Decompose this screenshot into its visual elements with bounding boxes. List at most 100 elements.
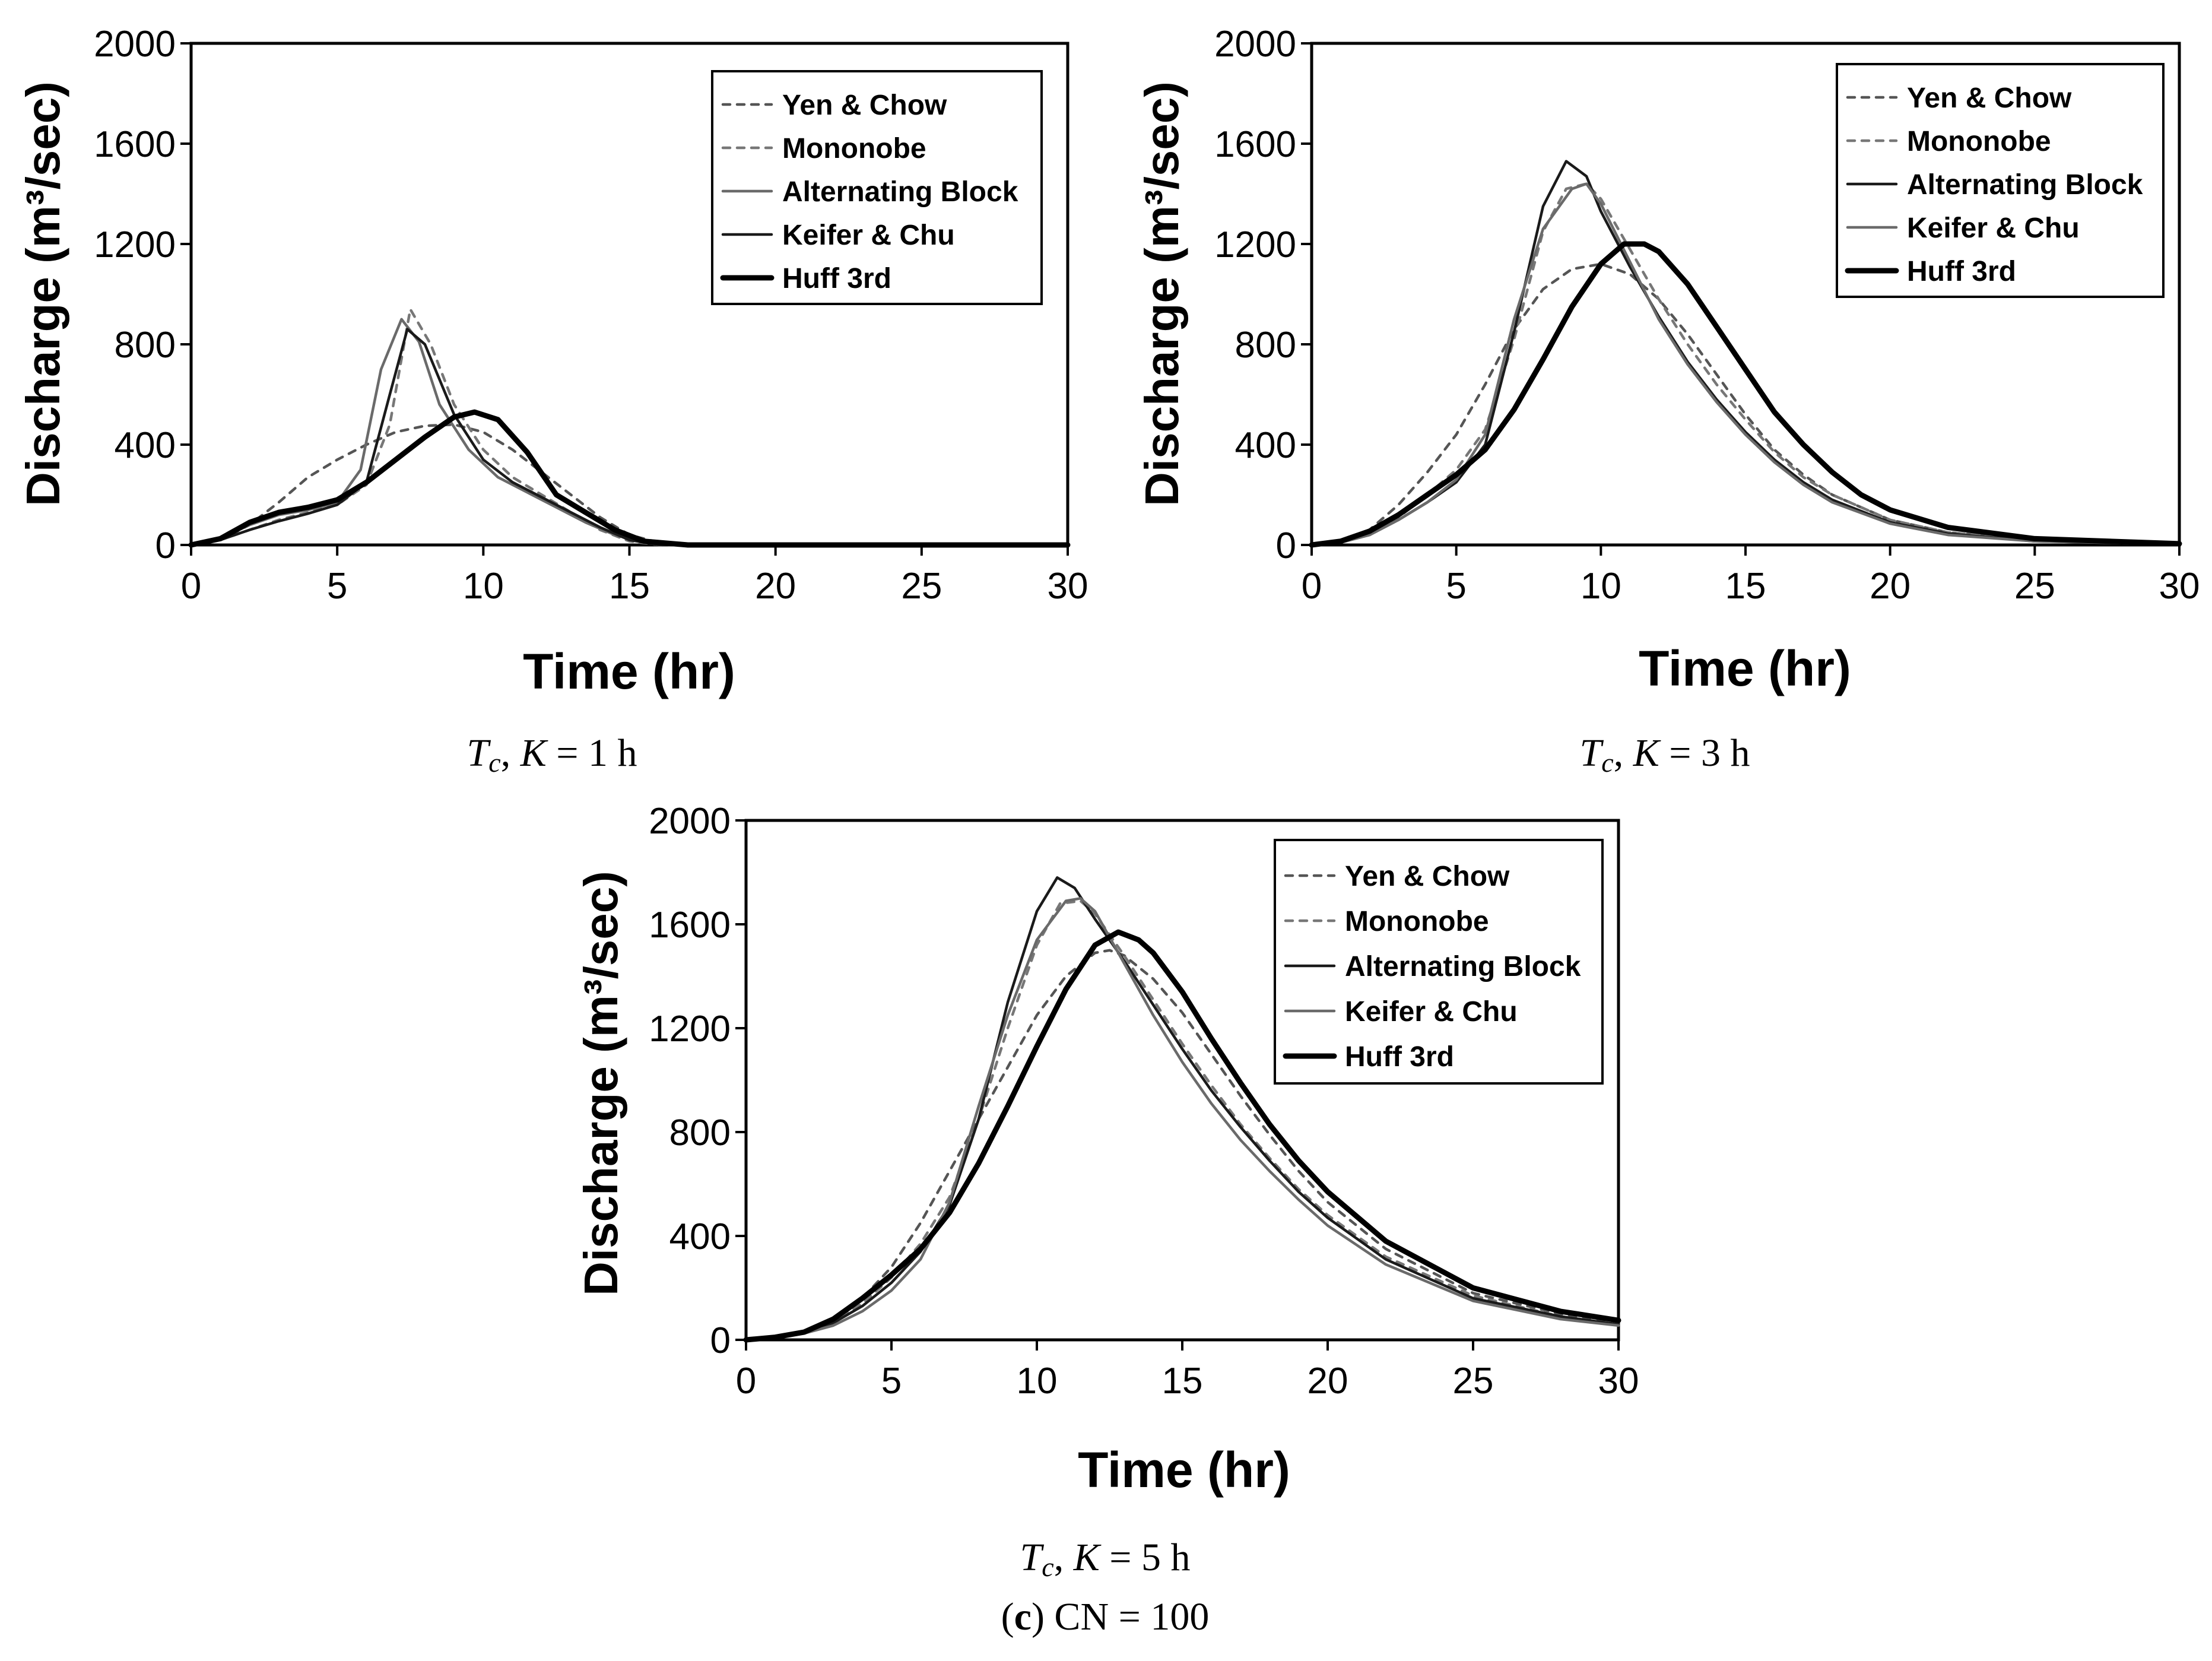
x-tick-label: 0 [736,1361,756,1402]
x-tick-label: 30 [1598,1361,1639,1402]
legend-label-keifer-chu: Keifer & Chu [782,220,955,251]
chart-panel-tc-k-1h: 0 5 10 15 20 25 30 0 400 800 1200 1600 2… [17,24,1088,778]
y-tick-label: 800 [1235,325,1296,366]
caption-value: = 5 h [1109,1536,1190,1579]
y-tick-label: 1200 [1214,224,1296,265]
y-tick-label: 0 [155,525,176,566]
panel-caption: Tc, K = 5 h [1020,1536,1191,1582]
x-tick-label: 25 [1453,1361,1494,1402]
legend-label-yen-chow: Yen & Chow [1907,83,2072,114]
x-tick-label: 5 [327,566,347,607]
y-axis-title: Discharge (m³/sec) [17,81,69,506]
legend-label-alternating-block: Alternating Block [1907,169,2143,201]
panel-caption: Tc, K = 3 h [1580,731,1750,778]
caption-value: = 1 h [556,731,637,775]
series-lines [1309,160,2182,548]
caption-subscript: c [1601,747,1613,778]
legend-label-keifer-chu: Keifer & Chu [1907,213,2080,244]
y-tick-label: 1600 [94,124,176,165]
legend: Yen & Chow Mononobe Alternating Block Ke… [711,70,1043,305]
x-axis-title: Time (hr) [1639,641,1851,696]
x-tick-label: 20 [1307,1361,1348,1402]
y-tick-label: 800 [115,325,176,366]
caption-var-t: T [467,731,491,775]
x-axis-title: Time (hr) [523,644,735,699]
series-line-yen-chow [189,423,1069,547]
legend-label-mononobe: Mononobe [782,133,926,164]
y-tick-label: 800 [669,1112,731,1153]
legend-label-huff-3rd: Huff 3rd [782,263,891,294]
figure-caption-text: CN = 100 [1054,1595,1209,1638]
figure-caption: (c) CN = 100 [1001,1595,1210,1638]
series-lines [188,308,1071,548]
series-line-mononobe [1310,182,2181,547]
series-line-keifer-chu [1310,182,2181,547]
y-tick-label: 400 [1235,425,1296,466]
axis-ticks [735,819,1620,1351]
x-tick-label: 15 [1725,566,1766,607]
legend-label-alternating-block: Alternating Block [782,176,1018,208]
series-line-mononobe [744,899,1620,1342]
x-tick-label: 5 [1446,566,1466,607]
y-tick-label: 1200 [649,1009,731,1050]
y-tick-label: 1200 [94,224,176,265]
legend-label-huff-3rd: Huff 3rd [1907,256,2016,287]
caption-subscript: c [488,747,500,778]
x-tick-labels: 0 5 10 15 20 25 30 [181,566,1088,607]
y-tick-label: 0 [710,1320,731,1361]
x-tick-label: 10 [1017,1361,1058,1402]
x-tick-label: 25 [901,566,942,607]
legend-label-mononobe: Mononobe [1907,126,2051,157]
figure-caption-label: c [1014,1595,1032,1638]
caption-value: = 3 h [1669,731,1750,775]
y-axis-title: Discharge (m³/sec) [575,871,627,1296]
y-axis-title: Discharge (m³/sec) [1135,81,1188,506]
legend-box [1836,63,2165,298]
series-lines [743,876,1621,1343]
x-tick-labels: 0 5 10 15 20 25 30 [1302,566,2200,607]
caption-var-k: K [1633,731,1661,775]
series-line-alternating-block [189,318,1069,547]
x-tick-label: 20 [1870,566,1910,607]
legend-label-huff-3rd: Huff 3rd [1345,1041,1454,1073]
legend-box [711,70,1043,305]
legend: Yen & Chow Mononobe Alternating Block Ke… [1836,63,2165,298]
y-tick-label: 2000 [1214,24,1296,65]
series-line-huff-3rd [1309,241,2182,548]
x-tick-label: 15 [1162,1361,1203,1402]
x-tick-label: 30 [1048,566,1088,607]
y-tick-label: 1600 [649,905,731,946]
y-tick-label: 0 [1276,525,1296,566]
x-tick-label: 25 [2014,566,2055,607]
legend-box [1274,839,1604,1085]
caption-var-t: T [1020,1536,1045,1579]
caption-var-k: K [1073,1536,1102,1579]
x-tick-label: 30 [2159,566,2200,607]
x-tick-label: 0 [181,566,201,607]
x-tick-label: 15 [609,566,650,607]
y-tick-label: 400 [115,425,176,466]
y-tick-labels: 0 400 800 1200 1600 2000 [1214,24,1296,566]
series-line-yen-chow [1310,262,2181,547]
legend-label-mononobe: Mononobe [1345,906,1489,937]
series-line-huff-3rd [188,409,1071,548]
legend-label-keifer-chu: Keifer & Chu [1345,996,1518,1028]
panel-caption: Tc, K = 1 h [467,731,637,778]
x-tick-label: 20 [755,566,796,607]
y-tick-label: 2000 [649,801,731,842]
series-line-keifer-chu [189,328,1069,547]
y-tick-label: 1600 [1214,124,1296,165]
x-tick-label: 10 [463,566,504,607]
chart-panel-tc-k-3h: 0 5 10 15 20 25 30 0 400 800 1200 1600 2… [1135,24,2200,778]
x-tick-label: 0 [1302,566,1322,607]
legend-label-alternating-block: Alternating Block [1345,951,1581,982]
series-line-keifer-chu [744,897,1620,1342]
chart-panel-tc-k-5h: 0 5 10 15 20 25 30 0 400 800 1200 1600 2… [575,801,1639,1582]
legend-label-yen-chow: Yen & Chow [782,90,947,121]
x-tick-label: 10 [1581,566,1621,607]
x-tick-label: 5 [881,1361,902,1402]
series-line-huff-3rd [743,929,1621,1343]
y-tick-label: 400 [669,1216,731,1257]
x-tick-labels: 0 5 10 15 20 25 30 [736,1361,1639,1402]
